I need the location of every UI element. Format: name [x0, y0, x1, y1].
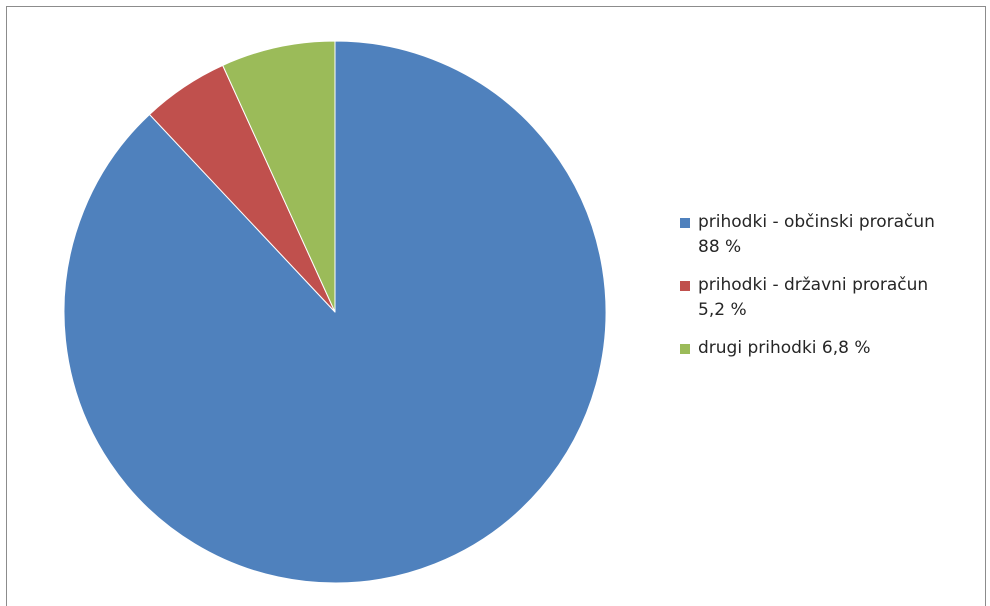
chart-area: prihodki - občinski proračun 88 % prihod… [6, 6, 986, 606]
legend-item-state: prihodki - državni proračun 5,2 % [680, 273, 980, 323]
legend-label-municipal-line2: 88 % [698, 237, 742, 257]
legend-swatch-state [680, 281, 690, 291]
legend-label-municipal-line1: prihodki - občinski proračun [698, 212, 935, 232]
pie-chart [63, 40, 607, 584]
legend-item-municipal: prihodki - občinski proračun 88 % [680, 210, 980, 260]
legend-swatch-other [680, 344, 690, 354]
legend-label-state-line2: 5,2 % [698, 300, 747, 320]
pie-slices [63, 40, 607, 584]
slice-other-income [222, 40, 336, 313]
legend-label-other-line1: drugi prihodki 6,8 % [698, 338, 871, 358]
legend: prihodki - občinski proračun 88 % prihod… [680, 210, 980, 374]
legend-swatch-municipal [680, 218, 690, 228]
legend-label-state-line1: prihodki - državni proračun [698, 275, 929, 295]
legend-item-other: drugi prihodki 6,8 % [680, 336, 980, 361]
